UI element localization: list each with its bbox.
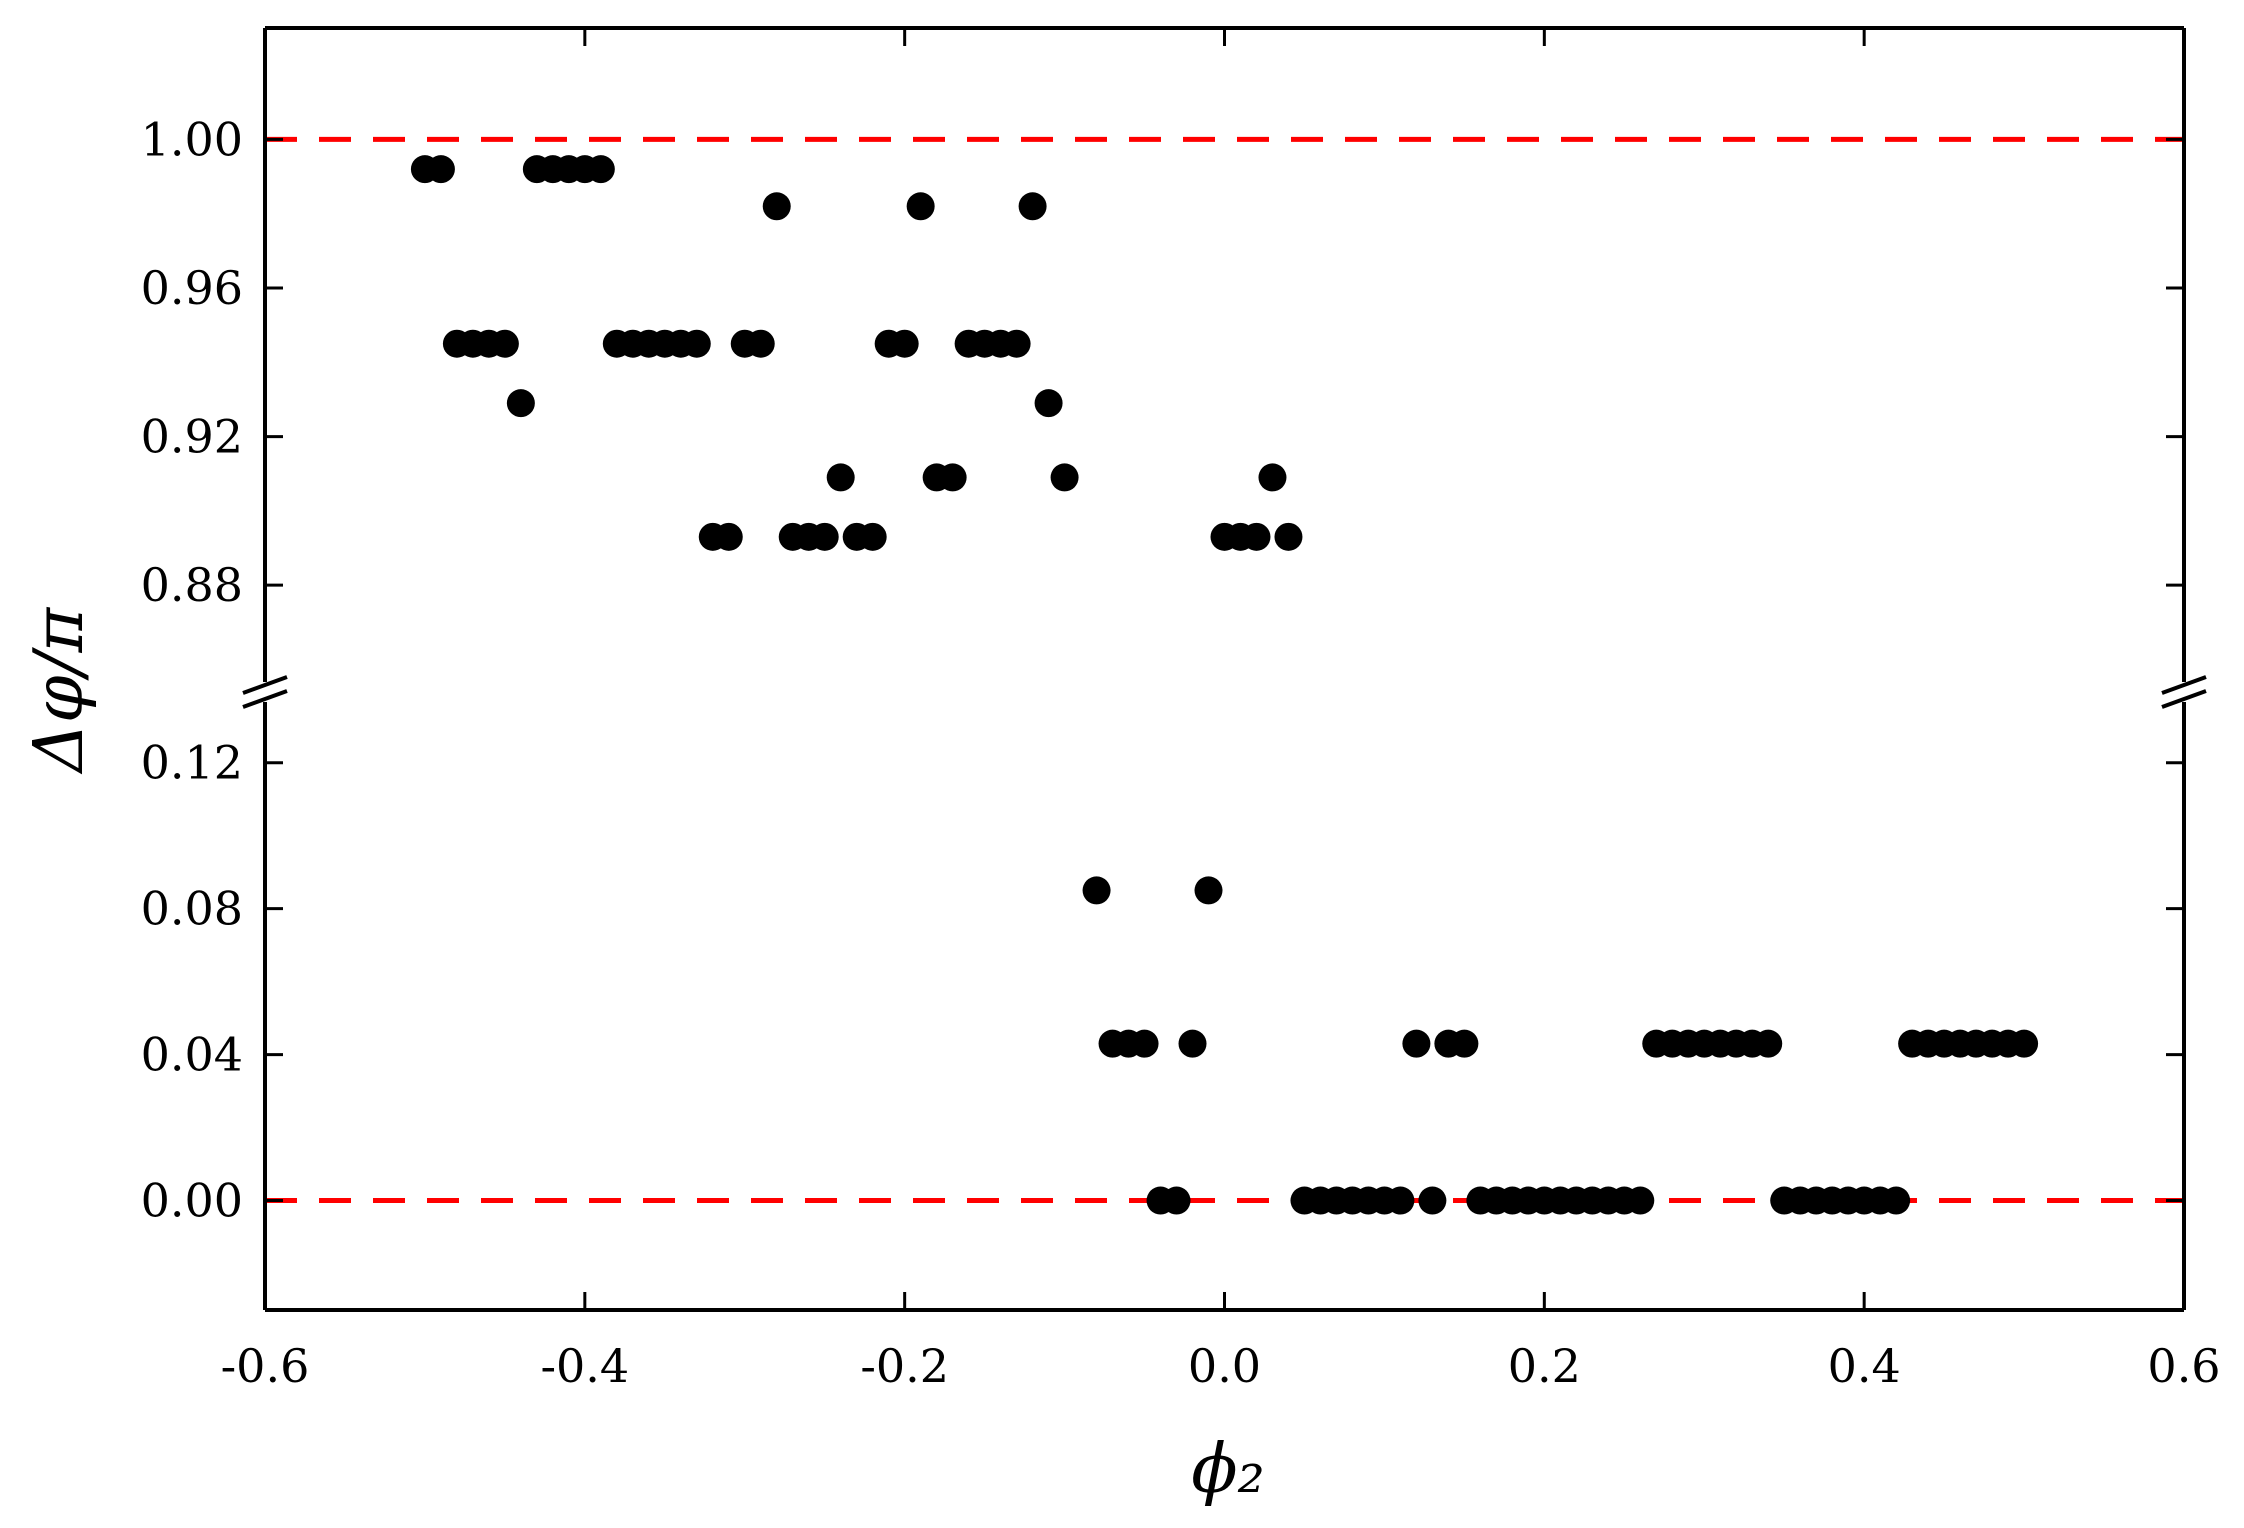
data-point-22 (762, 192, 791, 221)
x-tick-label-1: -0.4 (540, 1339, 629, 1393)
data-point-91 (1882, 1186, 1911, 1215)
data-point-44 (1130, 1029, 1159, 1058)
plot-frame (263, 26, 2186, 1312)
data-point-60 (1386, 1186, 1415, 1215)
y-tick-label-upper-1: 0.92 (141, 410, 243, 464)
tick-labels: -0.6 -0.4 -0.2 0.0 0.2 0.4 0.6 0.88 0.92 0.96 1.00… (141, 112, 2221, 1393)
axis-ticks (263, 28, 2186, 1310)
data-point-62 (1418, 1186, 1447, 1215)
x-tick-label-0: -0.6 (221, 1339, 310, 1393)
data-point-40 (1050, 463, 1079, 492)
x-tick-label-2: -0.2 (860, 1339, 949, 1393)
axis-break-marks (242, 675, 2207, 709)
y-axis-title: Δφ/π (20, 607, 99, 776)
data-point-21 (746, 329, 775, 358)
data-point-28 (858, 522, 887, 551)
data-point-39 (1034, 389, 1063, 418)
data-point-11 (586, 155, 615, 184)
x-tick-label-6: 0.6 (2147, 1339, 2220, 1393)
break-mark-1-1 (2161, 689, 2207, 709)
y-tick-label-lower-0: 0.00 (141, 1174, 243, 1228)
data-point-46 (1162, 1186, 1191, 1215)
x-tick-label-5: 0.4 (1828, 1339, 1901, 1393)
y-tick-label-upper-2: 0.96 (141, 261, 243, 315)
data-point-75 (1626, 1186, 1655, 1215)
data-point-19 (714, 522, 743, 551)
break-mark-0-0 (242, 675, 288, 695)
data-point-83 (1754, 1029, 1783, 1058)
data-point-17 (682, 329, 711, 358)
y-tick-label-lower-1: 0.04 (141, 1028, 243, 1082)
data-point-1 (426, 155, 455, 184)
data-point-61 (1402, 1029, 1431, 1058)
data-point-31 (906, 192, 935, 221)
data-point-64 (1450, 1029, 1479, 1058)
data-point-37 (1002, 329, 1031, 358)
data-points (410, 155, 2039, 1215)
y-tick-label-lower-3: 0.12 (141, 736, 243, 790)
x-tick-label-3: 0.0 (1188, 1339, 1261, 1393)
data-point-26 (826, 463, 855, 492)
data-point-38 (1018, 192, 1047, 221)
break-mark-1-0 (2161, 675, 2207, 695)
x-tick-label-4: 0.2 (1508, 1339, 1581, 1393)
data-point-5 (490, 329, 519, 358)
data-point-41 (1082, 876, 1111, 905)
data-point-33 (938, 463, 967, 492)
data-point-99 (2010, 1029, 2039, 1058)
y-tick-label-lower-2: 0.08 (141, 882, 243, 936)
data-point-51 (1242, 522, 1271, 551)
y-tick-label-upper-3: 1.00 (141, 112, 243, 166)
data-point-47 (1178, 1029, 1207, 1058)
data-point-52 (1258, 463, 1287, 492)
data-point-30 (890, 329, 919, 358)
y-tick-label-upper-0: 0.88 (141, 558, 243, 612)
data-point-25 (810, 522, 839, 551)
data-point-6 (506, 389, 535, 418)
reference-lines (265, 136, 2184, 1204)
x-axis-title: ϕ₂ (1191, 1430, 1265, 1509)
data-point-53 (1274, 522, 1303, 551)
break-mark-0-1 (242, 689, 288, 709)
data-point-48 (1194, 876, 1223, 905)
